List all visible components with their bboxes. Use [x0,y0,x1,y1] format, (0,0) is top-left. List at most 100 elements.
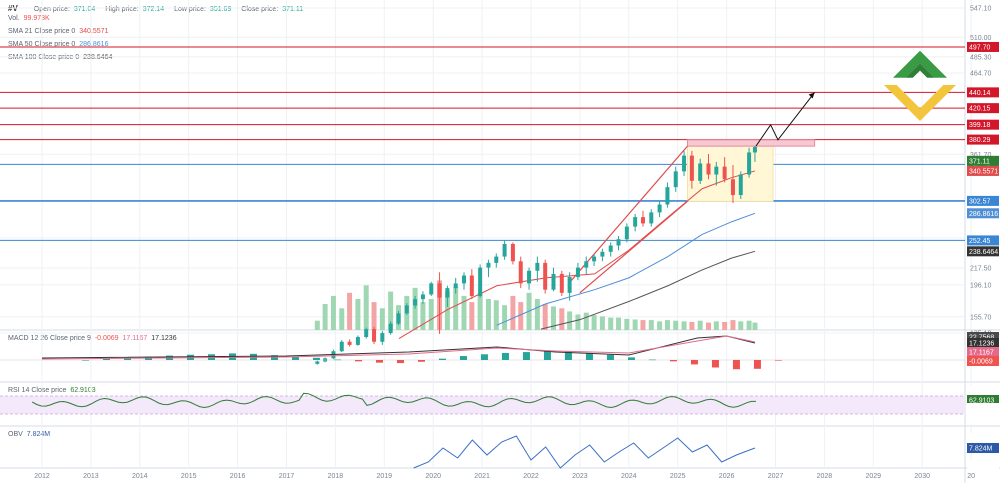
macd-hist-bar [333,359,341,361]
candle-body [469,275,474,297]
candle-body [608,245,613,252]
candle-body [388,323,393,334]
candle-body [437,283,442,298]
price-tick-155.70: 155.70 [970,314,992,321]
volume-bar [330,295,336,330]
close-value: 371.11 [282,6,304,13]
macd-tick-3: -0.0069 [969,359,993,366]
obv-legend[interactable]: OBV 7.824M [8,431,50,438]
sma50-value: 286.8616 [79,41,109,48]
time-tick-2028: 2028 [817,473,833,480]
macd-hist-bar [564,351,572,360]
level-tag-380.29: 380.29 [969,137,991,144]
candle-body [315,361,320,364]
volume-bar [706,322,712,330]
candle-body [624,226,629,240]
price-tick-547.10: 547.10 [970,6,992,13]
candle-body [510,243,515,262]
volume-bar [599,316,605,330]
candle-body [372,329,377,342]
time-tick-2017: 2017 [279,473,295,480]
level-tag-399.18-bg [967,119,999,130]
price-pane[interactable] [0,46,965,365]
rsi-band [0,396,965,414]
candle-body [535,262,540,271]
candle-body [649,212,654,224]
macd-hist-bar [585,352,593,360]
candle-body [738,174,743,196]
volume-bar [355,299,361,330]
volume-bar [559,308,565,330]
macd-hist-bar [501,352,509,360]
obv-value: 7.824M [26,431,51,438]
time-tick-2020: 2020 [425,473,441,480]
candle-body [752,146,757,153]
macd-hist-bar [480,354,488,360]
price-tick-196.10: 196.10 [970,282,992,289]
candle-body [404,305,409,314]
volume-bar [575,314,581,330]
macd-signal-value: 17.1167 [122,335,148,342]
volume-bar [722,321,728,330]
time-tick-2030: 2030 [914,473,930,480]
open-value: 371.04 [73,6,96,13]
volume-bar [542,303,548,330]
vol-value: 99.973K [23,15,50,22]
volume-bar [347,292,353,330]
macd-tick-1: 17.1236 [969,341,994,348]
macd-hist-bar [753,360,761,369]
macd-tick-0-bg [967,332,999,342]
volume-bar [314,320,320,330]
price-tick-361.70: 361.70 [970,152,992,159]
volume-bar [461,295,467,330]
level-tag-302.57: 302.57 [969,198,991,205]
time-tick-2015: 2015 [181,473,197,480]
rsi-tick-lo: 1.5730 [969,417,991,424]
time-tick-2016: 2016 [230,473,246,480]
candle-body [347,341,352,345]
sma21-tag-bg [967,165,999,176]
projection-arrowhead [808,92,815,99]
time-tick-2012: 2012 [34,473,50,480]
candle-body [600,251,605,257]
time-tick-2013: 2013 [83,473,99,480]
macd-hist-bar [522,352,530,360]
candle-body [420,294,425,300]
macd-pane[interactable] [0,335,965,370]
last-price-tag-bg [967,155,999,166]
candle-body [722,166,727,180]
volume-bar [453,286,459,330]
sma21-value: 340.5571 [79,28,109,35]
macd-hist-bar [543,351,551,360]
time-tick-2019: 2019 [377,473,393,480]
channel-upper-line [569,145,688,283]
macd-tick-2: 17.1167 [969,350,994,357]
sma50-tag: 286.8616 [969,211,998,218]
last-price-tag: 371.11 [969,158,990,165]
obv-pane[interactable] [413,435,756,469]
macd-signal-line [41,335,756,360]
macd-hist-bar [82,360,89,361]
low-value: 351.69 [209,6,232,13]
candle-body [575,267,580,278]
candle-body [396,313,401,324]
volume-bar [339,308,345,330]
time-tick-2014: 2014 [132,473,148,480]
projection-path [755,92,816,147]
volume-bar [379,308,385,330]
level-tag-440.14: 440.14 [969,90,991,97]
macd-hist-value: -0.0069 [94,335,119,342]
brand-logo-icon [884,50,956,121]
macd-hist-bar [312,357,320,360]
sma100-tag: 238.6464 [969,249,998,256]
sma100-label: SMA 100 Close price 0 [8,54,80,61]
vol-label: Vol. [8,15,20,22]
level-tag-420.15-bg [967,103,999,114]
macd-legend[interactable]: MACD 12 26 Close price 9 -0.0069 17.1167… [8,335,177,342]
level-tag-399.18: 399.18 [969,122,991,129]
sma100-legend[interactable]: SMA 100 Close price 0 238.6464 [8,54,112,61]
rsi-legend[interactable]: RSI 14 Close price 62.9103 [8,387,96,394]
rsi-pane[interactable] [0,392,965,415]
